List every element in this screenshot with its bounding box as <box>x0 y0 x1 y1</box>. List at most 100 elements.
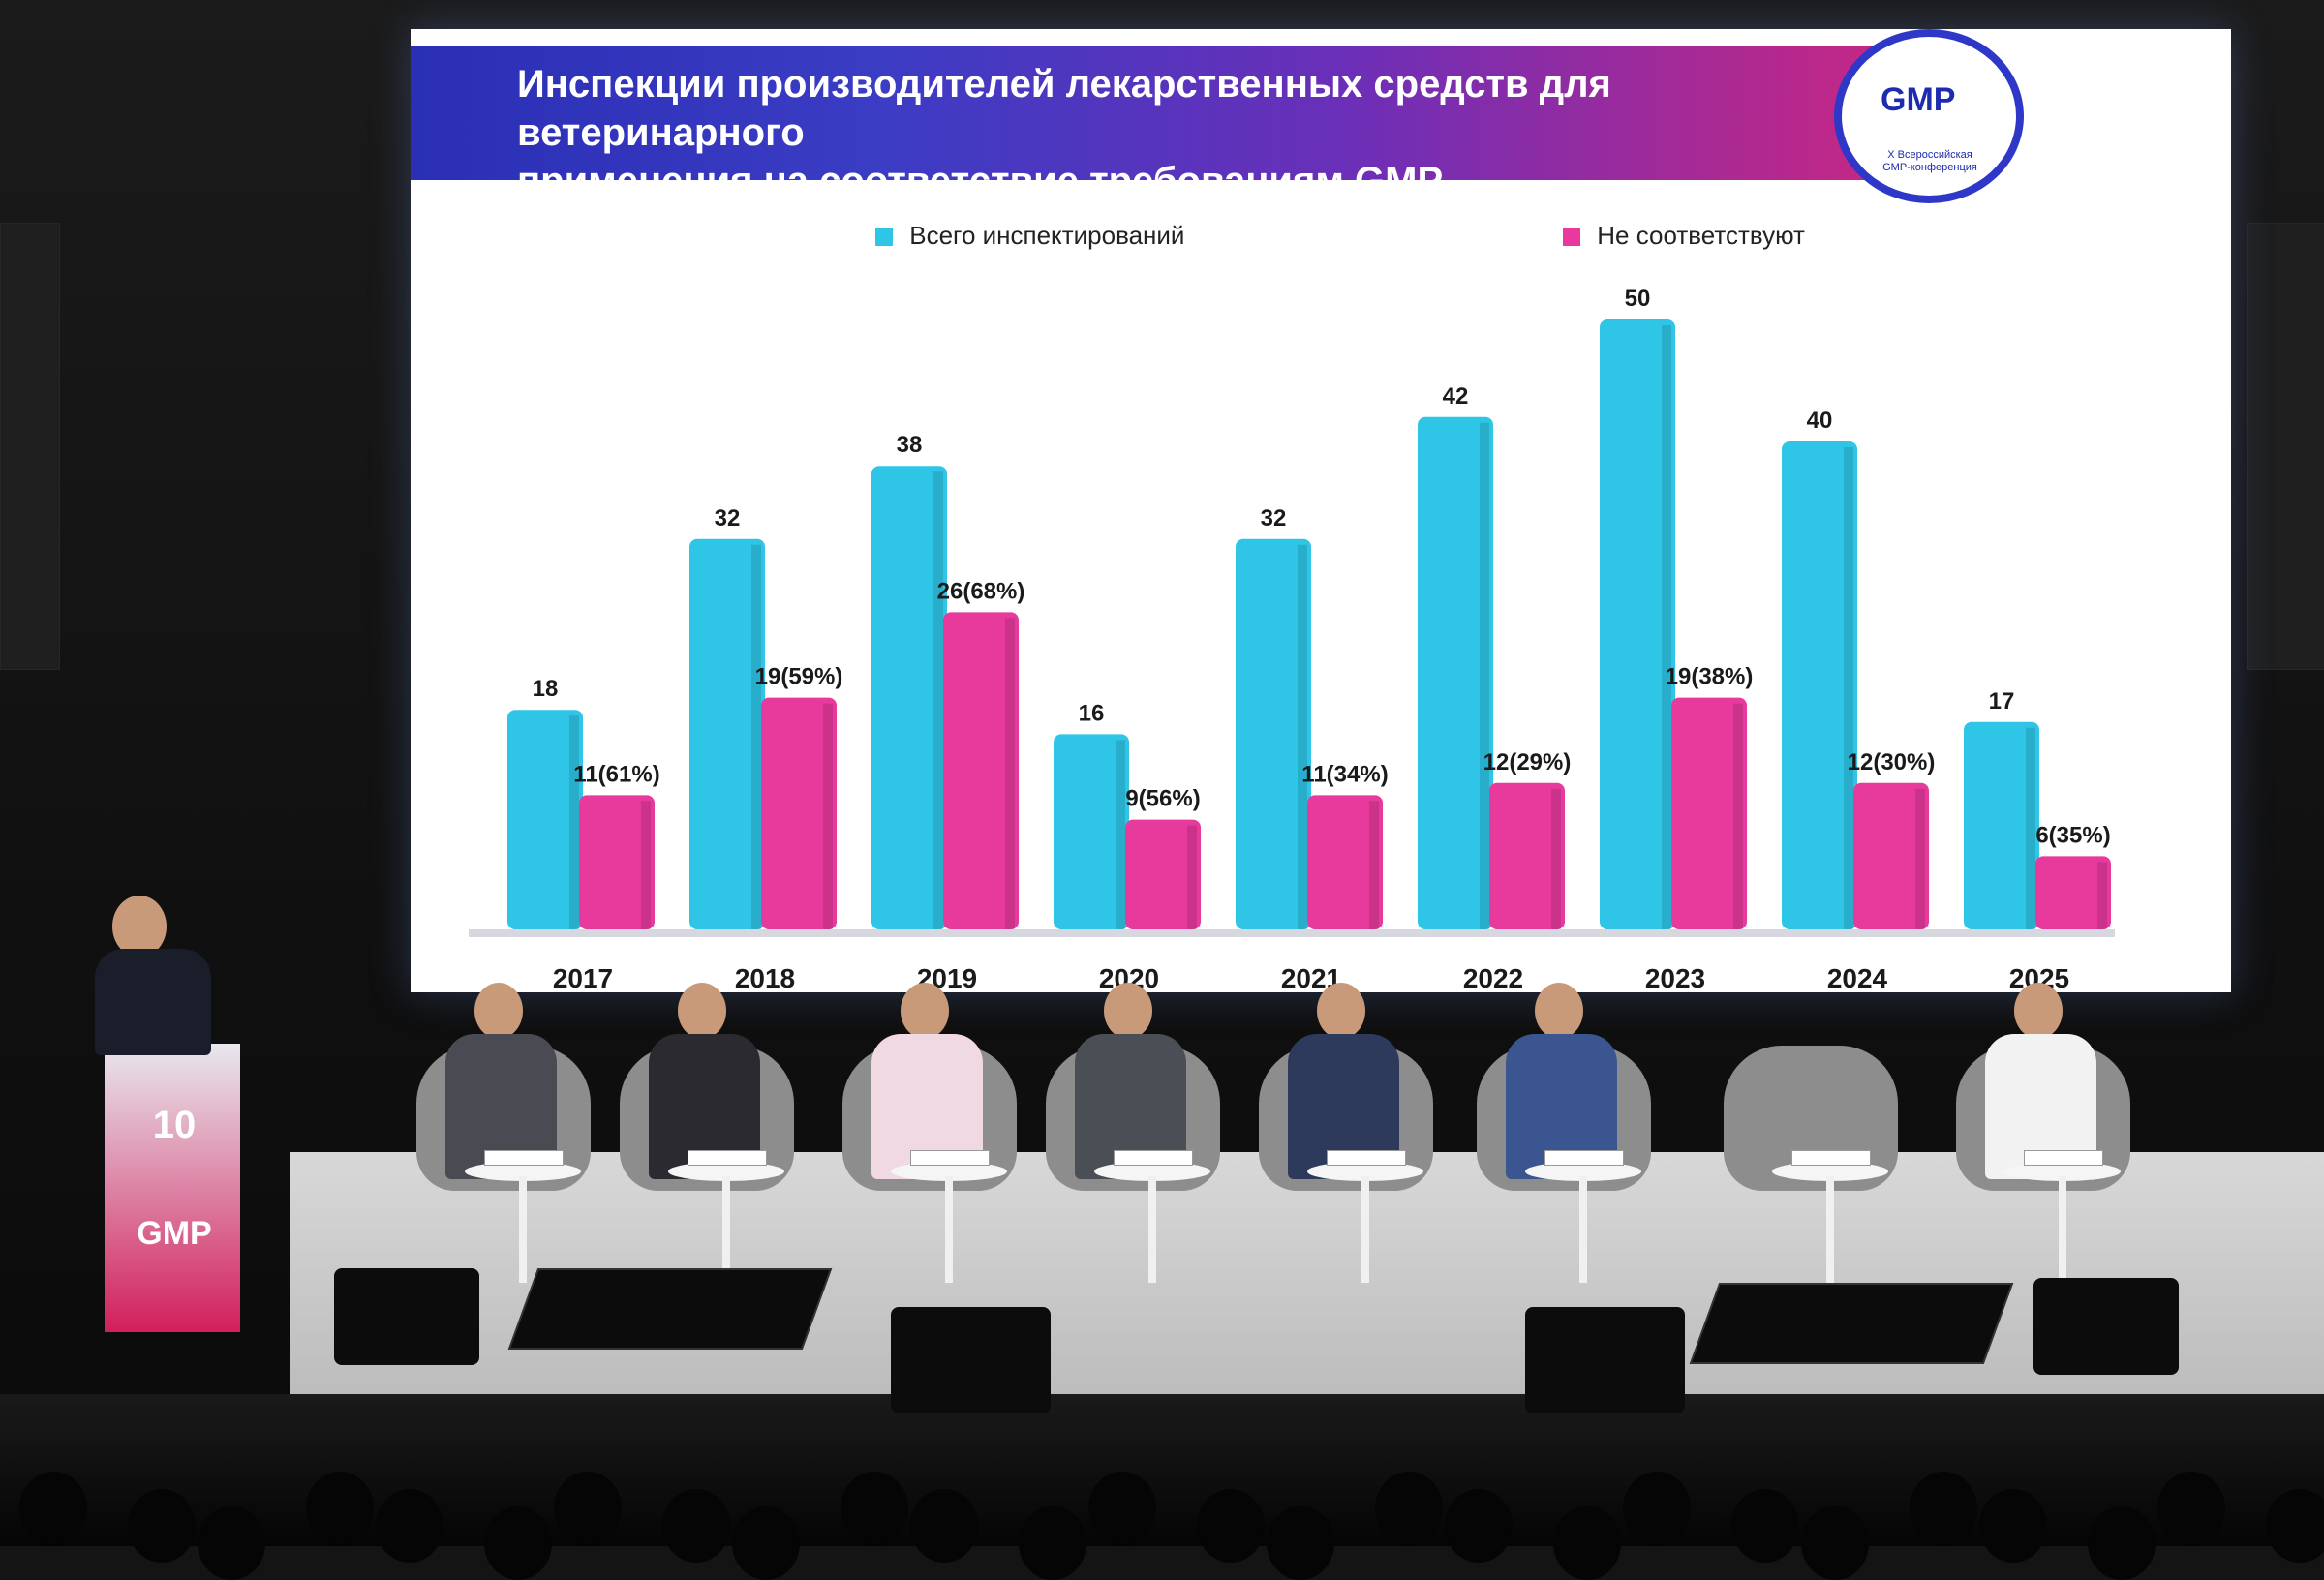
audience-head <box>2266 1489 2324 1563</box>
legend-label-total: Всего инспектирований <box>909 221 1185 250</box>
bar-shade-1-2024 <box>1915 788 1925 929</box>
bar-shade-1-2025 <box>2097 862 2107 929</box>
legend-item-total: Всего инспектирований <box>875 221 1184 251</box>
audience-head <box>1445 1489 1513 1563</box>
bar-total-2022 <box>1418 416 1493 929</box>
x-tick-label-2023: 2023 <box>1645 963 1705 992</box>
data-label-1-2025: 6(35%) <box>2035 822 2110 848</box>
audience-head <box>1088 1472 1156 1545</box>
bar-noncompliant-2024 <box>1853 782 1929 929</box>
bar-noncompliant-2022 <box>1489 782 1565 929</box>
audience-head <box>1553 1506 1621 1580</box>
bar-noncompliant-2018 <box>761 697 837 929</box>
bar-shade-0-2017 <box>569 715 579 929</box>
audience-head <box>376 1489 443 1563</box>
bar-shade-0-2020 <box>1116 740 1125 929</box>
bar-shade-1-2022 <box>1551 788 1561 929</box>
audience-head <box>841 1472 908 1545</box>
bar-shade-0-2023 <box>1662 325 1671 929</box>
bar-total-2020 <box>1054 734 1129 929</box>
chart-floor <box>469 929 2115 937</box>
bar-shade-0-2021 <box>1298 544 1307 929</box>
audience-head <box>1019 1506 1086 1580</box>
audience-head <box>2157 1472 2225 1545</box>
data-label-0-2019: 38 <box>897 432 923 458</box>
bar-shade-1-2020 <box>1187 825 1197 929</box>
data-label-0-2023: 50 <box>1625 286 1651 312</box>
bar-shade-1-2023 <box>1733 703 1743 929</box>
audience-head <box>910 1489 978 1563</box>
x-tick-label-2018: 2018 <box>735 963 795 992</box>
data-label-0-2024: 40 <box>1807 408 1833 434</box>
data-label-0-2017: 18 <box>533 676 559 702</box>
bar-noncompliant-2020 <box>1125 819 1201 929</box>
legend-label-noncompliant: Не соответствуют <box>1597 221 1805 250</box>
bar-shade-0-2024 <box>1844 447 1853 929</box>
audience-head <box>1910 1472 1977 1545</box>
bar-shade-0-2019 <box>933 471 943 929</box>
bar-total-2023 <box>1600 319 1675 929</box>
bar-total-2017 <box>507 710 583 929</box>
bar-shade-1-2019 <box>1005 618 1015 929</box>
floor-speaker-4 <box>2034 1278 2179 1375</box>
gmp-logo: GMP X Всероссийская GMP-конференция <box>1834 29 2024 203</box>
audience-head <box>1623 1472 1691 1545</box>
bar-shade-1-2017 <box>641 801 651 929</box>
audience-head <box>2088 1506 2156 1580</box>
bar-chart: 1811(61%)20173219(59%)20183826(68%)20191… <box>469 286 2115 992</box>
audience-head <box>1801 1506 1869 1580</box>
podium-logo: 10 GMP <box>126 1104 223 1253</box>
bar-shade-1-2018 <box>823 703 833 929</box>
data-label-0-2018: 32 <box>715 505 741 532</box>
audience-head <box>484 1506 552 1580</box>
bar-noncompliant-2017 <box>579 795 655 929</box>
data-label-0-2022: 42 <box>1443 383 1469 410</box>
wall-panel-right <box>2247 223 2324 670</box>
bar-shade-0-2022 <box>1480 422 1489 929</box>
data-label-1-2019: 26(68%) <box>937 578 1025 604</box>
gmp-logo-subtitle: X Всероссийская GMP-конференция <box>1882 149 1977 173</box>
x-tick-label-2017: 2017 <box>553 963 613 992</box>
data-label-1-2024: 12(30%) <box>1848 749 1936 775</box>
x-tick-label-2022: 2022 <box>1463 963 1523 992</box>
audience-head <box>554 1472 622 1545</box>
audience-head <box>19 1472 87 1545</box>
podium-logo-brand: GMP <box>137 1215 212 1252</box>
data-label-1-2023: 19(38%) <box>1666 664 1754 690</box>
floor-speaker-2 <box>891 1307 1051 1413</box>
audience-head <box>198 1506 265 1580</box>
audience-head <box>1375 1472 1443 1545</box>
bar-noncompliant-2021 <box>1307 795 1383 929</box>
slide-title: Инспекции производителей лекарственных с… <box>517 63 1611 202</box>
data-label-0-2025: 17 <box>1989 688 2015 714</box>
audience-head <box>662 1489 730 1563</box>
data-label-1-2020: 9(56%) <box>1125 786 1200 812</box>
audience-head <box>732 1506 800 1580</box>
audience-head <box>1979 1489 2047 1563</box>
stage-monitor-right <box>1689 1283 2014 1364</box>
bar-total-2025 <box>1964 721 2039 929</box>
audience-head <box>1731 1489 1799 1563</box>
audience-head <box>1197 1489 1265 1563</box>
bar-shade-0-2025 <box>2026 727 2035 929</box>
floor-speaker-1 <box>334 1268 479 1365</box>
bar-total-2018 <box>689 538 765 929</box>
bar-total-2021 <box>1236 538 1311 929</box>
bar-shade-0-2018 <box>751 544 761 929</box>
data-label-1-2017: 11(61%) <box>573 761 659 787</box>
bar-noncompliant-2025 <box>2035 856 2111 929</box>
bar-total-2019 <box>872 466 947 929</box>
speaker-podium <box>105 1044 240 1332</box>
audience-head <box>1267 1506 1334 1580</box>
data-label-1-2022: 12(29%) <box>1483 749 1572 775</box>
x-tick-label-2024: 2024 <box>1827 963 1888 992</box>
data-label-0-2020: 16 <box>1079 700 1105 726</box>
data-label-1-2021: 11(34%) <box>1301 761 1388 787</box>
legend-swatch-total <box>875 228 893 247</box>
podium-logo-number: 10 <box>152 1104 197 1146</box>
bar-noncompliant-2023 <box>1671 697 1747 929</box>
audience-head <box>128 1489 196 1563</box>
data-label-1-2018: 19(59%) <box>755 664 843 690</box>
bar-total-2024 <box>1782 441 1857 929</box>
floor-speaker-3 <box>1525 1307 1685 1413</box>
